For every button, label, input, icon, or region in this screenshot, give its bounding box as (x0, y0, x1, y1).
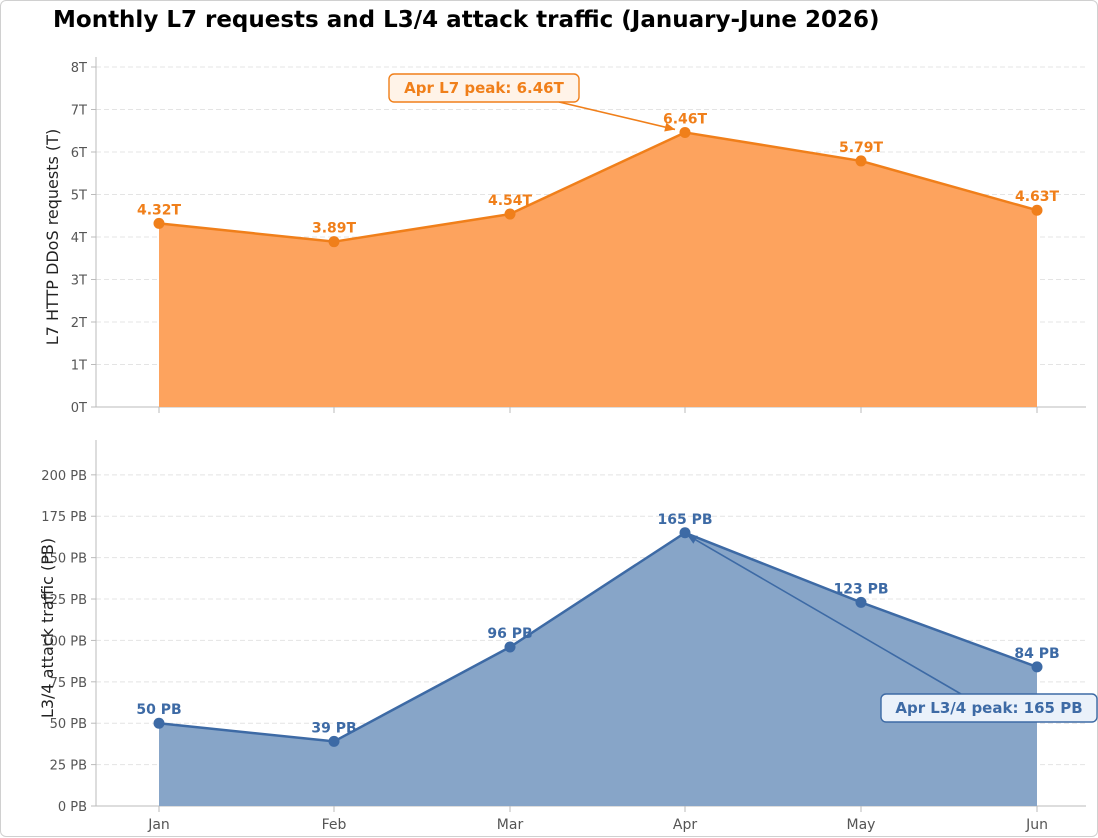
l34-xtick-label: Feb (322, 817, 347, 833)
l34-ytick-label: 100 PB (41, 634, 87, 649)
l7-data-label: 4.63T (1015, 189, 1060, 205)
l7-data-point (153, 217, 165, 229)
l7-data-point (1031, 204, 1043, 216)
l34-area-fill (159, 532, 1037, 806)
l7-ytick-label: 7T (71, 104, 87, 119)
l7-ytick-label: 4T (71, 231, 87, 246)
l34-data-point (855, 596, 867, 608)
l7-data-label: 6.46T (663, 111, 708, 127)
l7-annotation-arrow (558, 101, 676, 131)
l7-data-label: 4.54T (488, 193, 533, 209)
l34-annotation-box (880, 693, 1098, 723)
l34-data-label: 123 PB (833, 581, 888, 597)
l7-data-point (328, 236, 340, 248)
l34-ytick-label: 25 PB (50, 759, 87, 774)
l7-data-label: 5.79T (839, 140, 884, 156)
l34-ytick-label: 175 PB (41, 510, 87, 525)
l34-data-point (153, 717, 165, 729)
l7-ytick-label: 1T (71, 359, 87, 374)
l7-data-point (504, 208, 516, 220)
l34-ytick-label: 200 PB (41, 469, 87, 484)
l34-xtick-label: May (847, 817, 876, 833)
l34-data-label: 84 PB (1014, 646, 1059, 662)
l7-data-point (855, 155, 867, 167)
l7-ytick-label: 5T (71, 189, 87, 204)
l34-xtick-label: Jun (1025, 817, 1048, 833)
l34-data-point (1031, 661, 1043, 673)
l34-data-label: 165 PB (657, 512, 712, 528)
l7-data-label: 4.32T (137, 202, 182, 218)
l34-data-label: 96 PB (487, 626, 532, 642)
l7-ytick-label: 6T (71, 146, 87, 161)
l34-xtick-label: Mar (497, 817, 524, 833)
l34-data-label: 50 PB (136, 702, 181, 718)
l34-ytick-label: 150 PB (41, 552, 87, 567)
l34-xtick-label: Apr (673, 817, 697, 833)
l34-ytick-label: 125 PB (41, 593, 87, 608)
l34-xtick-label: Jan (147, 817, 170, 833)
l34-series-line (158, 531, 1038, 743)
l34-ytick-label: 0 PB (58, 800, 87, 815)
l7-data-label: 3.89T (312, 221, 357, 237)
l34-annotation-arrowhead (687, 534, 698, 544)
l34-y-axis-label: L3/4 attack traffic (PB) (38, 538, 57, 718)
l7-series-line (158, 131, 1038, 243)
l7-annotation-arrowhead (664, 122, 675, 132)
l34-annotation-arrow (686, 534, 962, 695)
l7-ytick-label: 3T (71, 274, 87, 289)
l34-data-point (504, 641, 516, 653)
l34-data-point (328, 735, 340, 747)
l7-data-point (679, 126, 691, 138)
l34-annotation-text: Apr L3/4 peak: 165 PB (895, 699, 1082, 717)
l34-ytick-label: 75 PB (50, 676, 87, 691)
l7-ytick-label: 2T (71, 316, 87, 331)
chart-title: Monthly L7 requests and L3/4 attack traf… (53, 7, 880, 33)
l34-data-label: 39 PB (311, 720, 356, 736)
l7-y-axis-label: L7 HTTP DDoS requests (T) (43, 129, 62, 345)
l7-ytick-label: 0T (71, 401, 87, 416)
l7-ytick-label: 8T (71, 61, 87, 76)
l7-area-fill (159, 132, 1037, 407)
l7-annotation-box (388, 73, 580, 103)
l7-annotation-text: Apr L7 peak: 6.46T (404, 79, 564, 97)
l34-ytick-label: 50 PB (50, 717, 87, 732)
